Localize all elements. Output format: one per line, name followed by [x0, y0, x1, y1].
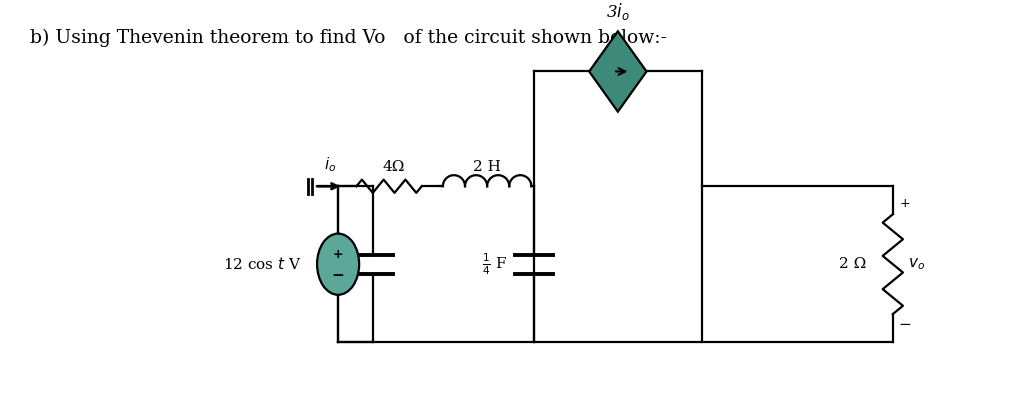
Text: 2 H: 2 H	[474, 160, 502, 174]
Text: 4Ω: 4Ω	[383, 160, 405, 174]
Text: b) Using Thevenin theorem to find Vo   of the circuit shown below:-: b) Using Thevenin theorem to find Vo of …	[30, 28, 667, 47]
Text: +: +	[900, 197, 910, 210]
Text: $\frac{1}{4}$ F: $\frac{1}{4}$ F	[482, 252, 508, 277]
Text: 12 cos $t$ V: 12 cos $t$ V	[223, 256, 301, 272]
Text: $v_o$: $v_o$	[908, 256, 925, 272]
Text: 3$i_o$: 3$i_o$	[606, 1, 630, 22]
Polygon shape	[589, 31, 647, 112]
Text: $i_o$: $i_o$	[324, 155, 336, 174]
Text: 2 Ω: 2 Ω	[839, 257, 866, 271]
Text: −: −	[331, 268, 345, 283]
Ellipse shape	[317, 233, 359, 295]
Text: $\frac{1}{8}$ F: $\frac{1}{8}$ F	[321, 252, 347, 277]
Text: −: −	[899, 317, 911, 332]
Text: +: +	[332, 248, 344, 261]
